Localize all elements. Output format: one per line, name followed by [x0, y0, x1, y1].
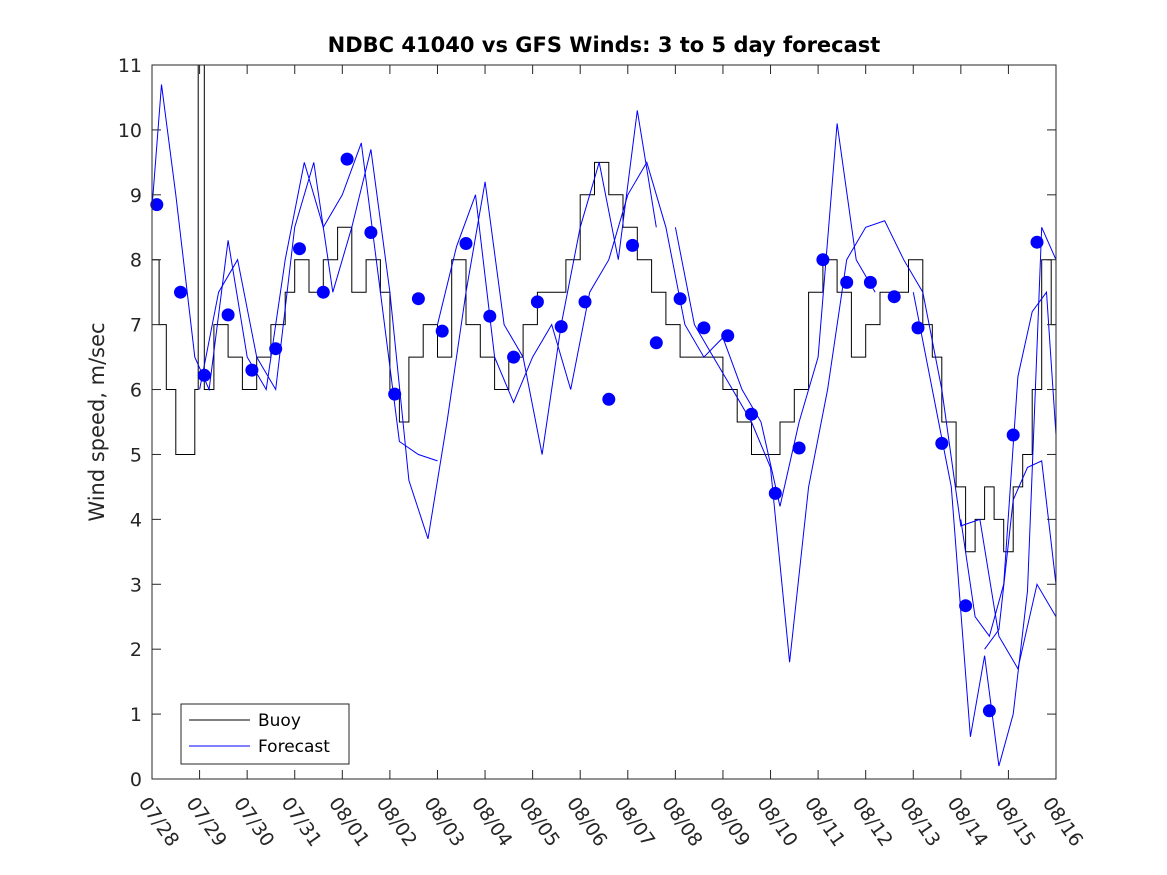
plot-area [152, 65, 1056, 779]
forecast-dot [245, 363, 259, 377]
y-tick-label: 3 [130, 574, 142, 596]
y-tick-label: 5 [130, 444, 142, 466]
forecast-dot [364, 226, 378, 239]
forecast-dot [459, 237, 473, 250]
y-tick-label: 2 [130, 639, 142, 661]
legend: Buoy Forecast [180, 703, 350, 765]
plot-frame [151, 64, 1057, 780]
forecast-dot [863, 275, 877, 289]
forecast-dot [221, 308, 235, 322]
forecast-dot [673, 292, 687, 306]
legend-buoy-label: Buoy [258, 711, 301, 731]
forecast-dots-layer [150, 152, 1044, 718]
forecast-dot [483, 309, 497, 323]
forecast-dot [578, 295, 592, 309]
forecast-dot [316, 285, 330, 299]
forecast-line-7 [984, 460, 1057, 650]
forecast-dot [697, 321, 711, 335]
y-tick-label: 7 [130, 315, 142, 337]
forecast-dot [768, 486, 782, 500]
forecast-dot [602, 392, 616, 406]
forecast-dot [411, 292, 425, 306]
forecast-dot [174, 285, 187, 299]
forecast-dot [816, 253, 830, 267]
y-tick-label: 11 [118, 55, 142, 77]
forecast-dot [269, 342, 283, 356]
forecast-dot [293, 242, 306, 256]
forecast-dot [959, 599, 973, 613]
forecast-dot [554, 320, 568, 334]
forecast-dot [435, 324, 449, 338]
forecast-dot [911, 321, 925, 335]
forecast-dot [840, 275, 854, 289]
forecast-dot [792, 441, 806, 455]
forecast-line-3 [437, 123, 876, 507]
forecast-line-4 [674, 220, 1057, 671]
y-tick-label: 10 [118, 120, 142, 142]
legend-forecast-label: Forecast [258, 737, 330, 757]
chart-title: NDBC 41040 vs GFS Winds: 3 to 5 day fore… [328, 33, 881, 57]
forecast-dot [150, 198, 164, 212]
forecast-dot [1006, 428, 1020, 442]
ticks-layer [151, 64, 1057, 780]
y-axis-label: Wind speed, m/sec [85, 322, 109, 521]
forecast-dot [649, 336, 663, 350]
legend-box [180, 703, 350, 765]
y-tick-label: 0 [130, 769, 142, 791]
forecast-dot [340, 152, 354, 166]
forecast-dot [1030, 235, 1044, 249]
forecast-dot [745, 407, 758, 421]
forecast-dot [935, 436, 949, 450]
y-tick-label: 1 [130, 704, 142, 726]
forecast-line-1 [151, 84, 438, 462]
forecast-line-2 [199, 110, 657, 539]
y-tick-label: 8 [130, 250, 142, 272]
y-tick-label: 6 [130, 380, 142, 402]
forecast-line-6 [960, 290, 1057, 638]
forecast-dot [197, 368, 211, 382]
forecast-dot [887, 290, 901, 304]
forecast-dot [721, 329, 735, 343]
forecast-dot [530, 295, 544, 309]
forecast-dot [388, 387, 402, 401]
y-tick-label: 4 [130, 509, 142, 531]
forecast-dot [982, 704, 996, 718]
forecast-dot [626, 238, 639, 252]
forecast-dot [507, 350, 521, 364]
y-tick-label: 9 [130, 185, 142, 207]
